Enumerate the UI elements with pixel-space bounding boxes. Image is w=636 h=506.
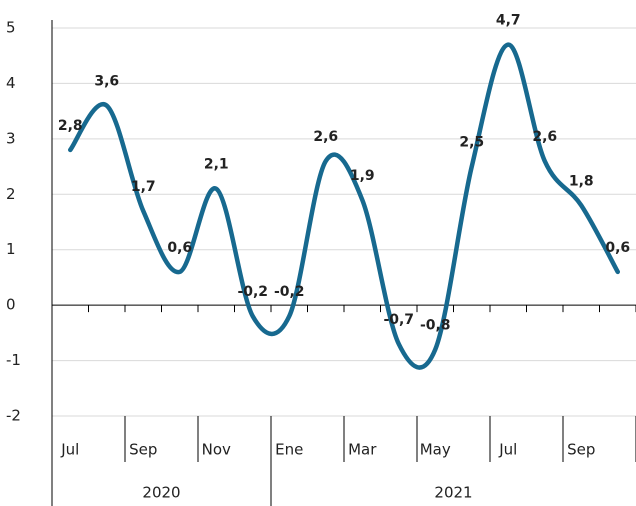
y-tick-label: 1: [6, 240, 16, 258]
x-tick-label: Nov: [202, 441, 231, 459]
y-tick-label: -2: [6, 407, 21, 425]
value-label: 0,6: [605, 240, 630, 256]
value-label: 1,8: [569, 173, 594, 189]
y-tick-label: 5: [6, 19, 16, 37]
value-label: 1,7: [131, 179, 156, 195]
y-tick-label: 2: [6, 185, 16, 203]
y-tick-label: 4: [6, 74, 16, 92]
x-tick-label: Jul: [60, 441, 79, 459]
value-label: 0,6: [167, 240, 192, 256]
value-label: 2,8: [58, 118, 83, 134]
value-label: -0,7: [383, 312, 414, 328]
value-label: 4,7: [496, 13, 521, 29]
value-label: 1,9: [350, 168, 375, 184]
value-label: 2,6: [313, 129, 338, 145]
x-tick-label: Sep: [567, 441, 595, 459]
group-label: 2020: [142, 484, 180, 502]
group-label: 2021: [434, 484, 472, 502]
value-label: -0,8: [420, 317, 451, 333]
x-tick-label: Mar: [348, 441, 377, 459]
y-tick-label: -1: [6, 351, 21, 369]
x-tick-label: Jul: [498, 441, 517, 459]
y-tick-label: 3: [6, 129, 16, 147]
value-label: 3,6: [94, 74, 119, 90]
x-tick-label: Ene: [275, 441, 303, 459]
y-tick-label: 0: [6, 296, 16, 314]
value-label: 2,1: [204, 157, 229, 173]
x-tick-label: May: [420, 441, 451, 459]
x-tick-label: Sep: [129, 441, 157, 459]
series-line: [68, 42, 620, 370]
value-label: 2,5: [459, 135, 484, 151]
value-label: -0,2: [274, 284, 305, 300]
value-label: 2,6: [532, 129, 557, 145]
value-label: -0,2: [237, 284, 268, 300]
